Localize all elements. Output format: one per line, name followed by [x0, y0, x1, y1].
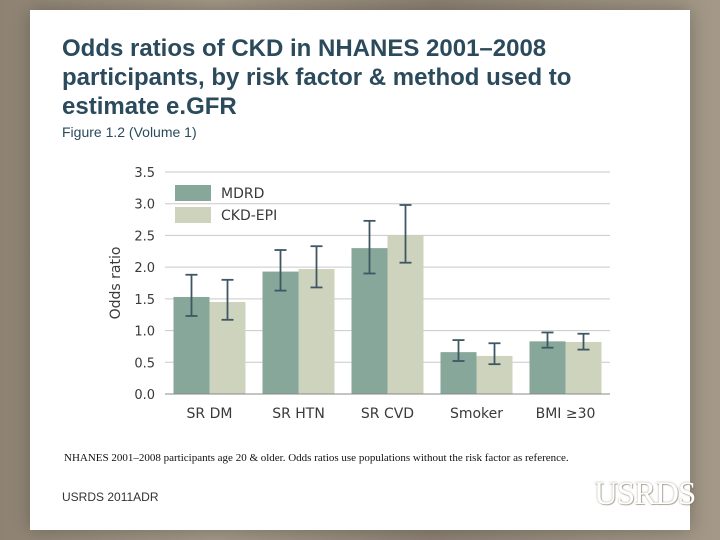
footnote: NHANES 2001–2008 participants age 20 & o… [64, 452, 569, 464]
source-label: USRDS 2011ADR [62, 490, 159, 504]
legend-swatch [175, 185, 211, 201]
bar-ckd-epi [298, 269, 335, 394]
bar-mdrd [529, 341, 566, 394]
y-tick-label: 2.0 [134, 261, 155, 276]
legend-label: CKD-EPI [221, 208, 277, 224]
bar-ckd-epi [565, 341, 602, 394]
legend-label: MDRD [221, 186, 264, 202]
x-tick-label: SR CVD [361, 406, 414, 422]
usrds-logo: USRDS [594, 476, 696, 512]
axes: 0.0 0.5 1.0 1.5 2.0 2.5 3.0 3.5 Odds ratio SR DM S… [108, 166, 610, 422]
x-tick-label: Smoker [450, 406, 503, 422]
y-tick-label: 3.5 [134, 166, 155, 181]
x-tick-label: SR HTN [272, 406, 325, 422]
y-tick-label: 3.0 [134, 198, 155, 213]
bar-mdrd [262, 271, 299, 394]
error-bars [185, 204, 590, 366]
y-tick-label: 0.0 [134, 388, 155, 403]
legend-swatch [175, 207, 211, 223]
figure-label: Figure 1.2 (Volume 1) [62, 124, 197, 140]
x-tick-label: BMI ≥30 [536, 406, 596, 422]
y-tick-label: 0.5 [134, 356, 155, 371]
y-axis-label: Odds ratio [108, 247, 124, 320]
bars [173, 235, 602, 394]
y-tick-label: 1.0 [134, 325, 155, 340]
x-tick-label: SR DM [187, 406, 233, 422]
legend: MDRD CKD-EPI [175, 185, 277, 224]
slide-title: Odds ratios of CKD in NHANES 2001–2008 p… [62, 35, 572, 120]
y-tick-label: 1.5 [134, 293, 155, 308]
bar-chart: 0.0 0.5 1.0 1.5 2.0 2.5 3.0 3.5 Odds ratio SR DM S… [108, 166, 610, 422]
y-tick-label: 2.5 [134, 229, 155, 244]
